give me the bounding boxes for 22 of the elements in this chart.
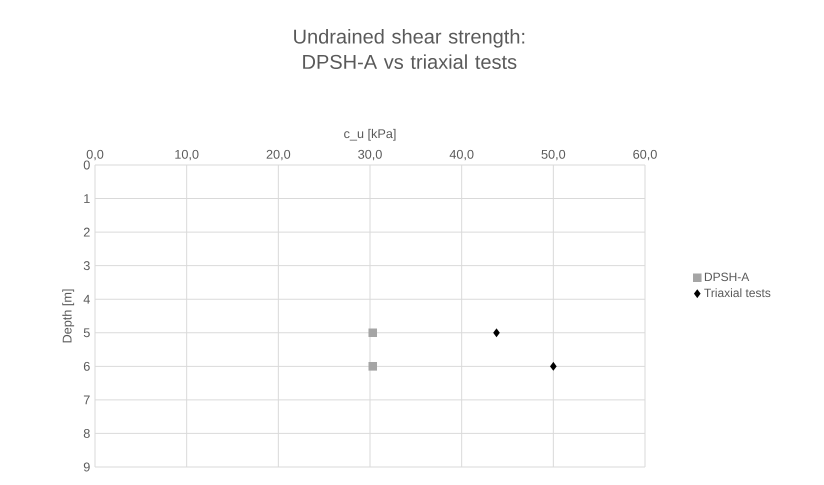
chart-title: Undrained shear strength: DPSH-A vs triaxial tests bbox=[294, 28, 524, 69]
x-tick-label: 50,0 bbox=[542, 150, 566, 160]
y-tick-label: 7 bbox=[84, 396, 90, 404]
x-tick-label: 60,0 bbox=[633, 150, 657, 160]
x-axis-title: c_u [kPa] bbox=[344, 128, 396, 141]
x-tick-label: 20,0 bbox=[266, 150, 290, 160]
y-tick-label: 1 bbox=[84, 194, 90, 203]
y-tick-label: 8 bbox=[84, 428, 90, 438]
y-tick-label: 6 bbox=[84, 362, 90, 371]
x-tick-label: 30,0 bbox=[358, 150, 382, 160]
legend-label: DPSH-A bbox=[704, 272, 750, 282]
x-tick-label: 0,0 bbox=[86, 150, 104, 160]
x-tick-label: 10,0 bbox=[175, 150, 198, 160]
x-tick-label: 40,0 bbox=[450, 150, 474, 160]
y-tick-label: 0 bbox=[84, 160, 90, 170]
y-tick-label: 3 bbox=[84, 261, 90, 270]
legend-label: Triaxial tests bbox=[704, 288, 770, 298]
y-tick-label: 2 bbox=[84, 228, 90, 237]
y-tick-label: 9 bbox=[84, 462, 90, 472]
y-axis-title: Depth [m] bbox=[62, 289, 74, 342]
y-tick-label: 5 bbox=[84, 328, 90, 338]
y-tick-label: 4 bbox=[84, 294, 90, 304]
